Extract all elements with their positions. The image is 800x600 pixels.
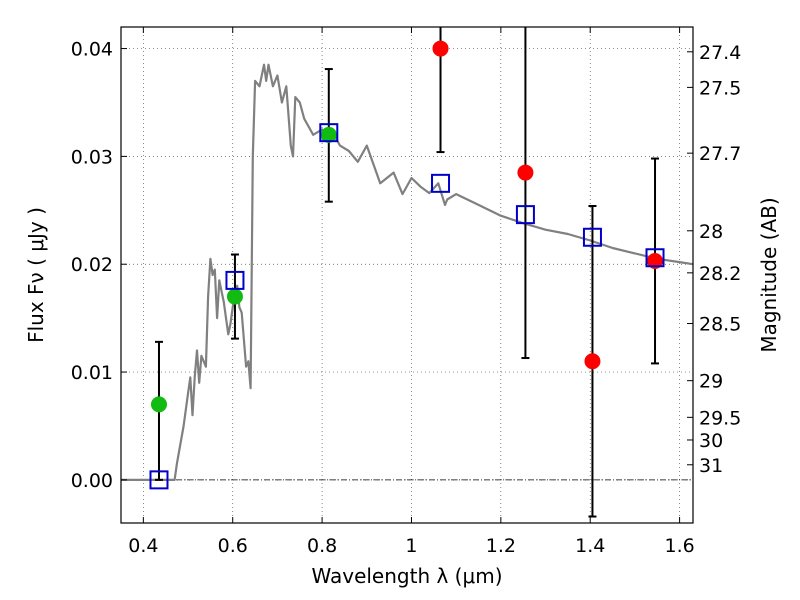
data-point <box>517 164 534 181</box>
y2-tick-label: 29 <box>699 371 723 393</box>
y2-axis: 27.4 27.5 27.7 28 28.2 28.5 29 29.530 31 <box>687 42 741 477</box>
x-tick-label: 1 <box>405 535 417 557</box>
model-photometry-point <box>431 173 451 193</box>
x-axis-title: Wavelength λ (μm) <box>311 564 502 588</box>
x-tick-label: 1.4 <box>575 535 605 557</box>
y-tick-label: 0.00 <box>71 470 113 492</box>
model-photometry-point <box>582 227 602 247</box>
x-tick-label: 0.6 <box>218 535 248 557</box>
data-point <box>584 353 601 370</box>
y-tick-label: 0.01 <box>71 362 113 384</box>
model-photometry-point <box>515 205 535 225</box>
y2-tick-label: 30 <box>699 430 723 452</box>
y2-tick-label: 28 <box>699 221 723 243</box>
plot-frame-bg <box>121 27 693 523</box>
y2-tick-label: 27.4 <box>699 42 741 64</box>
data-point <box>226 288 243 305</box>
y2-axis-title: Magnitude (AB) <box>757 197 781 352</box>
model-photometry-point <box>645 248 665 268</box>
plot-area <box>120 26 694 524</box>
data-points <box>149 40 665 490</box>
y2-tick-label: 27.7 <box>699 143 741 165</box>
model-spectrum <box>121 63 694 481</box>
plot-frame <box>120 26 694 524</box>
y2-tick-label: 31 <box>699 455 723 477</box>
y2-tick-label: 28.5 <box>699 314 741 336</box>
y2-tick-label: 27.5 <box>699 77 741 99</box>
model-photometry-point <box>149 470 169 490</box>
model-spectrum-line <box>121 63 694 481</box>
y-tick-label: 0.03 <box>71 146 113 168</box>
y2-tick-label: 28.2 <box>699 263 741 285</box>
y-tick-label: 0.04 <box>71 39 113 61</box>
data-point <box>320 126 337 143</box>
y2-tick-label: 29.5 <box>699 407 741 429</box>
y-tick-label: 0.02 <box>71 254 113 276</box>
x-tick-label: 0.4 <box>128 535 158 557</box>
model-photometry-point <box>319 123 339 143</box>
y-axis-title: Flux Fν ( μJy ) <box>24 207 48 343</box>
x-tick-label: 1.6 <box>664 535 694 557</box>
x-axis: 0.4 0.6 0.8 1 1.2 1.4 1.6 <box>128 27 695 557</box>
data-point <box>432 40 449 57</box>
x-tick-label: 1.2 <box>486 535 516 557</box>
data-point <box>150 396 167 413</box>
x-tick-label: 0.8 <box>307 535 337 557</box>
model-photometry-point <box>225 270 245 290</box>
y-axis: 0.00 0.01 0.02 0.03 0.04 <box>71 39 127 492</box>
